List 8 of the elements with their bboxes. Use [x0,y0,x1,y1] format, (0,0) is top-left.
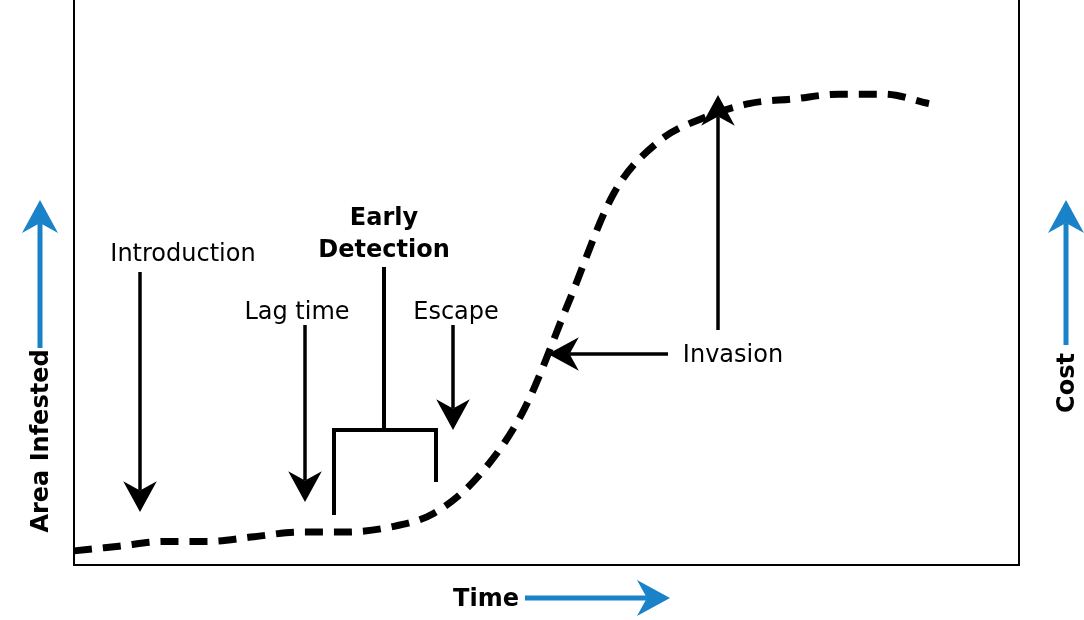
annotation: Invasion [682,339,784,370]
y2-axis-title: Cost [1051,353,1081,413]
annotation: Lag time [244,296,350,327]
annotation: Introduction [110,238,256,269]
y-axis-title: Area Infested [25,349,55,533]
x-axis-title: Time [453,583,519,614]
annotation: Escape [413,296,499,327]
annotation: Early Detection [317,202,451,265]
